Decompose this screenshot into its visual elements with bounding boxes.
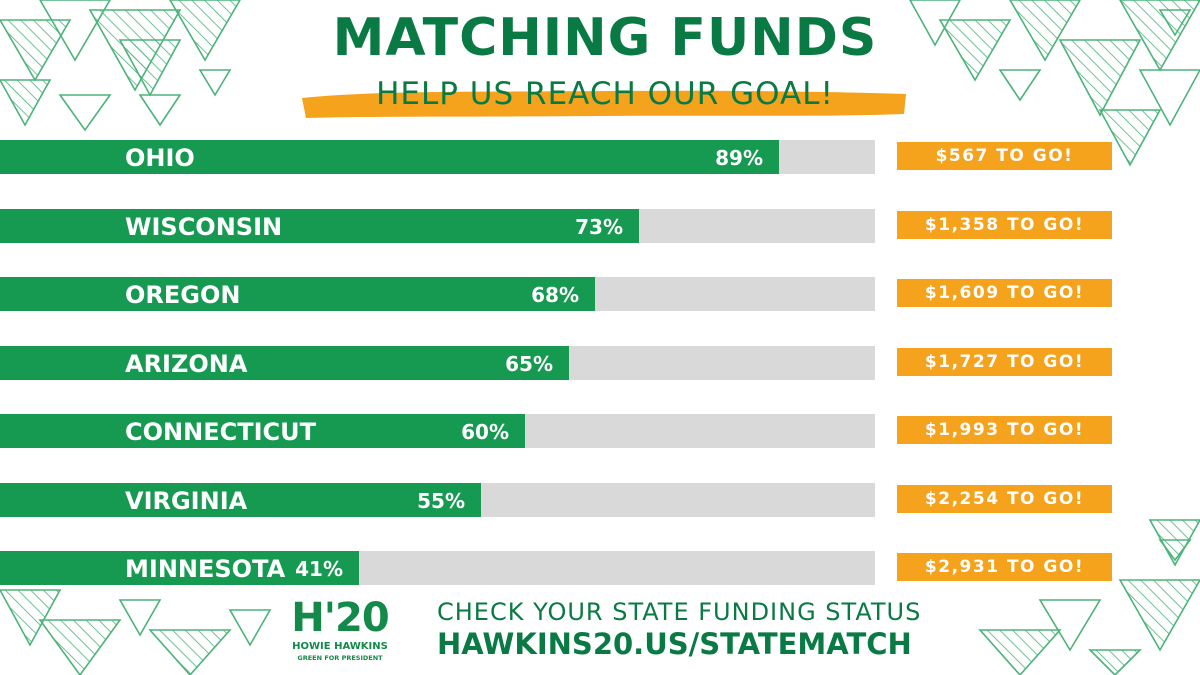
bar-row: MINNESOTA 41% $2,931 TO GO!	[0, 551, 1200, 585]
page-title: MATCHING FUNDS	[332, 8, 878, 68]
amount-to-go-badge: $567 TO GO!	[897, 142, 1112, 170]
amount-to-go-badge: $2,254 TO GO!	[897, 485, 1112, 513]
percent-label: 55%	[417, 489, 465, 513]
percent-label: 41%	[295, 557, 343, 581]
page-subtitle: HELP US REACH OUR GOAL!	[376, 76, 834, 112]
bar-row: OREGON 68% $1,609 TO GO!	[0, 277, 1200, 311]
bar-fill	[0, 483, 481, 517]
bar-row: ARIZONA 65% $1,727 TO GO!	[0, 346, 1200, 380]
bar-row: OHIO 89% $567 TO GO!	[0, 140, 1200, 174]
state-label: MINNESOTA	[125, 555, 286, 583]
bar-row: VIRGINIA 55% $2,254 TO GO!	[0, 483, 1200, 517]
amount-to-go-badge: $1,993 TO GO!	[897, 416, 1112, 444]
logo-name: HOWIE HAWKINS	[292, 641, 388, 652]
subtitle-banner: HELP US REACH OUR GOAL!	[300, 70, 910, 120]
amount-to-go-badge: $1,358 TO GO!	[897, 211, 1112, 239]
logo-tagline: GREEN FOR PRESIDENT	[297, 654, 383, 662]
campaign-logo: H'20 HOWIE HAWKINS GREEN FOR PRESIDENT	[280, 596, 400, 670]
bar-fill	[0, 551, 359, 585]
logo-mark: H'20	[291, 595, 389, 641]
bar-fill	[0, 209, 639, 243]
bar-fill	[0, 346, 569, 380]
state-label: CONNECTICUT	[125, 418, 316, 446]
percent-label: 60%	[461, 420, 509, 444]
percent-label: 89%	[715, 146, 763, 170]
state-label: ARIZONA	[125, 350, 248, 378]
cta-url[interactable]: HAWKINS20.US/STATEMATCH	[437, 627, 912, 661]
amount-to-go-badge: $1,609 TO GO!	[897, 279, 1112, 307]
amount-to-go-badge: $2,931 TO GO!	[897, 553, 1112, 581]
bar-fill	[0, 277, 595, 311]
percent-label: 68%	[531, 283, 579, 307]
orange-brush-stroke	[302, 90, 906, 118]
state-label: WISCONSIN	[125, 213, 283, 241]
amount-to-go-badge: $1,727 TO GO!	[897, 348, 1112, 376]
percent-label: 65%	[505, 352, 553, 376]
bar-row: CONNECTICUT 60% $1,993 TO GO!	[0, 414, 1200, 448]
percent-label: 73%	[575, 215, 623, 239]
state-label: VIRGINIA	[125, 487, 248, 515]
bar-fill	[0, 140, 779, 174]
state-label: OREGON	[125, 281, 241, 309]
bar-fill	[0, 414, 525, 448]
state-label: OHIO	[125, 144, 195, 172]
bar-row: WISCONSIN 73% $1,358 TO GO!	[0, 209, 1200, 243]
cta-heading: CHECK YOUR STATE FUNDING STATUS	[437, 598, 922, 626]
